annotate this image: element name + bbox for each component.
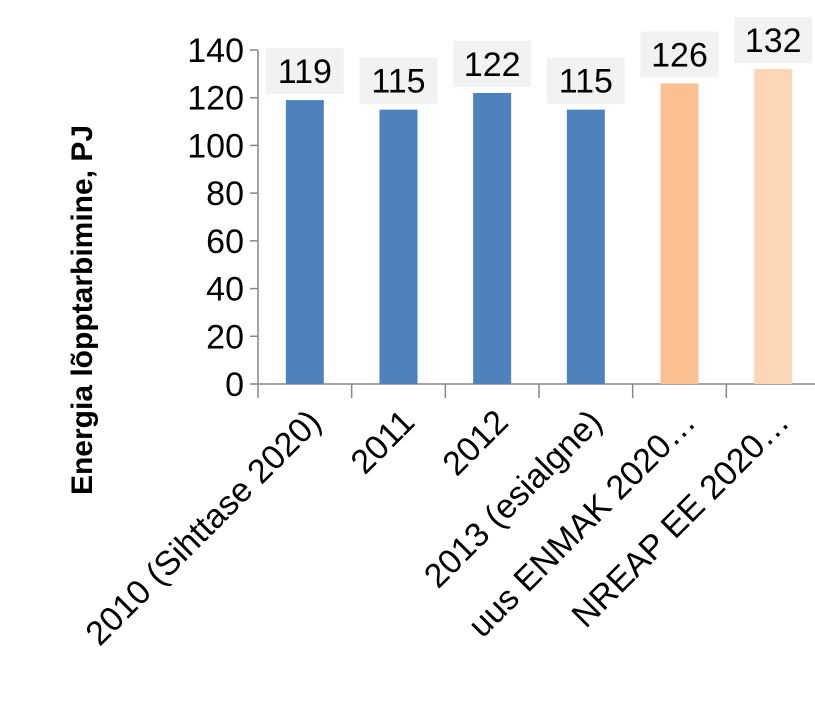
- y-tick-label: 120: [187, 80, 244, 118]
- data-label-box: [359, 57, 438, 104]
- data-label: 115: [559, 63, 613, 101]
- data-label: 119: [278, 53, 332, 91]
- data-label: 126: [651, 36, 708, 74]
- data-label-box: [640, 31, 719, 78]
- y-tick-label: 100: [187, 127, 244, 165]
- bar: [566, 109, 605, 385]
- data-label-box: [734, 17, 813, 64]
- bar: [754, 69, 793, 384]
- bar: [660, 83, 699, 385]
- data-label: 122: [464, 46, 521, 84]
- category-label: 2011: [344, 403, 423, 482]
- y-tick-label: 140: [187, 32, 244, 70]
- y-tick-label: 80: [206, 175, 244, 213]
- category-label: 2010 (Sihttase 2020): [78, 403, 328, 653]
- data-label-box: [453, 40, 532, 87]
- bar: [285, 100, 324, 384]
- data-labels: 119 115 122 115 126 132: [265, 17, 813, 104]
- y-axis-label: Energia lõpptarbimine, PJ: [66, 125, 99, 495]
- data-label-box: [546, 57, 625, 104]
- data-label-box: [265, 48, 344, 95]
- category-label: 2012: [435, 403, 515, 483]
- y-tick-label: 60: [206, 223, 244, 261]
- data-label: 115: [371, 63, 425, 101]
- bar: [473, 92, 512, 384]
- y-tick-label: 0: [225, 366, 244, 404]
- y-tick-label: 20: [206, 318, 244, 356]
- y-axis: 0 20 40 60 80 100 120 140: [187, 32, 259, 404]
- data-label: 132: [745, 22, 802, 60]
- x-axis: [257, 383, 815, 398]
- y-tick-label: 40: [206, 271, 244, 309]
- bars: [285, 69, 793, 385]
- bar: [379, 109, 418, 385]
